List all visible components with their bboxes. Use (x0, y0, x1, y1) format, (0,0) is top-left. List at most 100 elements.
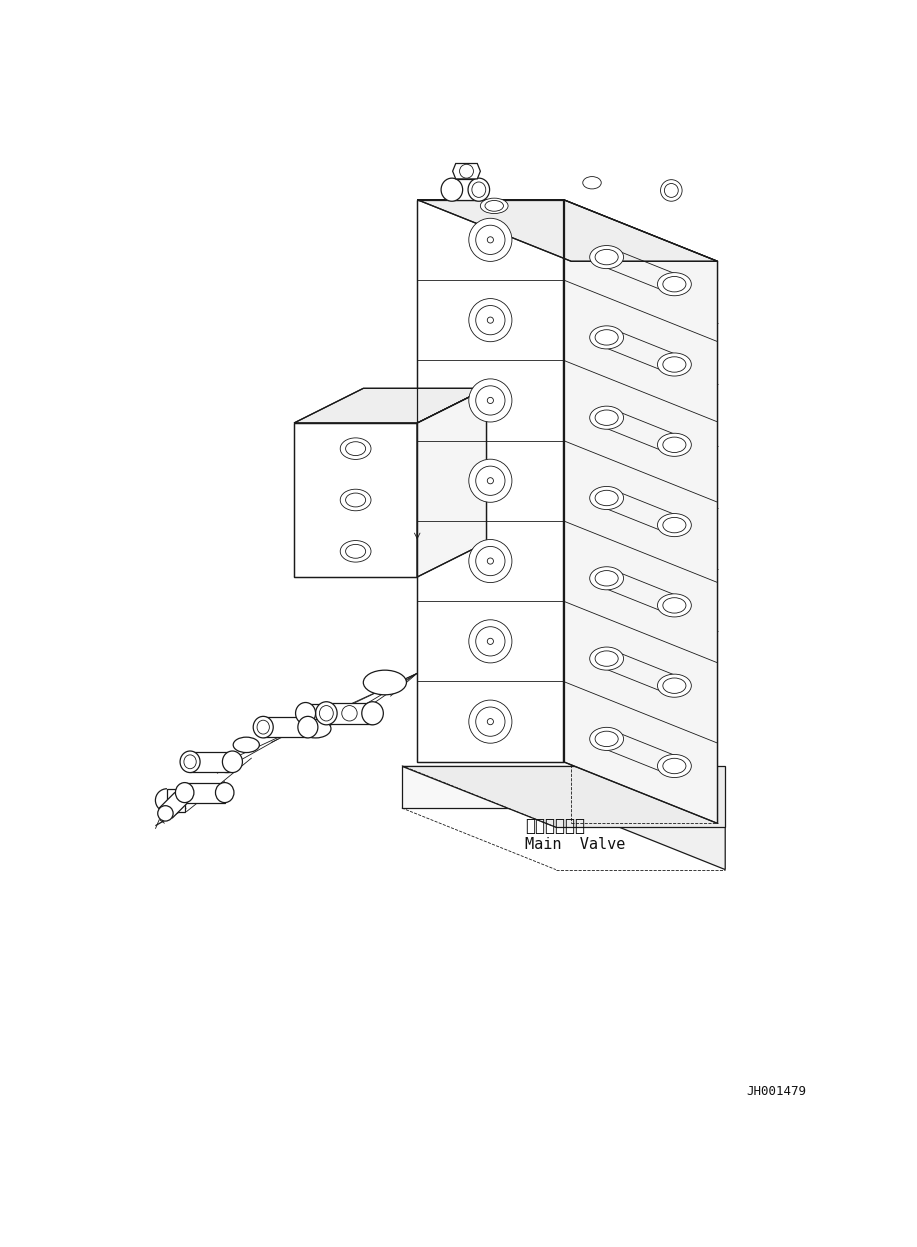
Ellipse shape (476, 707, 505, 736)
Ellipse shape (184, 754, 196, 768)
Ellipse shape (657, 594, 691, 617)
Polygon shape (571, 766, 725, 869)
Ellipse shape (476, 466, 505, 495)
Ellipse shape (660, 180, 682, 201)
Ellipse shape (298, 716, 318, 738)
Ellipse shape (295, 702, 315, 725)
Polygon shape (190, 752, 232, 772)
Polygon shape (184, 783, 225, 803)
Ellipse shape (346, 545, 366, 559)
Ellipse shape (590, 727, 624, 751)
Polygon shape (453, 163, 481, 178)
Ellipse shape (583, 177, 602, 188)
Ellipse shape (487, 317, 493, 323)
Ellipse shape (223, 751, 242, 773)
Polygon shape (294, 423, 417, 577)
Ellipse shape (476, 627, 505, 656)
Polygon shape (160, 793, 188, 818)
Ellipse shape (362, 702, 383, 725)
Ellipse shape (340, 540, 371, 562)
Ellipse shape (175, 783, 193, 803)
Ellipse shape (481, 198, 508, 213)
Ellipse shape (340, 438, 371, 459)
Ellipse shape (657, 273, 691, 296)
Ellipse shape (487, 478, 493, 484)
Ellipse shape (657, 514, 691, 536)
Ellipse shape (665, 183, 679, 197)
Ellipse shape (595, 329, 618, 345)
Ellipse shape (663, 518, 686, 532)
Polygon shape (326, 702, 372, 725)
Polygon shape (564, 200, 717, 823)
Polygon shape (417, 200, 717, 262)
Ellipse shape (469, 298, 512, 342)
Ellipse shape (469, 700, 512, 743)
Ellipse shape (476, 546, 505, 576)
Ellipse shape (590, 407, 624, 429)
Ellipse shape (216, 758, 238, 773)
Ellipse shape (663, 597, 686, 614)
Ellipse shape (487, 718, 493, 725)
Ellipse shape (476, 226, 505, 254)
Ellipse shape (363, 670, 406, 695)
Ellipse shape (487, 398, 493, 404)
Ellipse shape (459, 165, 473, 178)
Ellipse shape (319, 706, 333, 721)
Ellipse shape (657, 675, 691, 697)
Ellipse shape (487, 557, 493, 564)
Ellipse shape (663, 678, 686, 693)
Ellipse shape (590, 566, 624, 590)
Ellipse shape (476, 385, 505, 415)
Ellipse shape (469, 620, 512, 663)
Ellipse shape (158, 806, 173, 821)
Ellipse shape (595, 490, 618, 506)
Polygon shape (167, 789, 184, 812)
Ellipse shape (346, 493, 366, 508)
Ellipse shape (468, 178, 490, 201)
Polygon shape (263, 717, 308, 737)
Ellipse shape (663, 277, 686, 292)
Ellipse shape (657, 433, 691, 456)
Ellipse shape (346, 441, 366, 455)
Polygon shape (305, 705, 326, 722)
Ellipse shape (469, 218, 512, 262)
Text: メインバルブ: メインバルブ (525, 817, 585, 834)
Ellipse shape (487, 638, 493, 645)
Ellipse shape (663, 357, 686, 372)
Ellipse shape (657, 754, 691, 778)
Ellipse shape (253, 716, 273, 738)
Ellipse shape (595, 731, 618, 747)
Ellipse shape (469, 379, 512, 421)
Polygon shape (417, 388, 487, 577)
Ellipse shape (595, 410, 618, 425)
Ellipse shape (340, 489, 371, 511)
Ellipse shape (441, 178, 463, 201)
Ellipse shape (590, 246, 624, 268)
Polygon shape (417, 200, 564, 762)
Ellipse shape (595, 571, 618, 586)
Ellipse shape (590, 486, 624, 510)
Ellipse shape (472, 182, 486, 197)
Ellipse shape (315, 702, 337, 725)
Ellipse shape (663, 438, 686, 453)
Ellipse shape (595, 651, 618, 666)
Ellipse shape (663, 758, 686, 773)
Polygon shape (294, 388, 487, 423)
Text: Main  Valve: Main Valve (525, 837, 625, 852)
Ellipse shape (657, 353, 691, 377)
Ellipse shape (595, 249, 618, 264)
Polygon shape (402, 766, 725, 827)
Ellipse shape (233, 737, 260, 752)
Ellipse shape (215, 783, 234, 803)
Polygon shape (402, 766, 571, 808)
Polygon shape (452, 178, 479, 200)
Ellipse shape (300, 720, 331, 738)
Ellipse shape (476, 306, 505, 334)
Ellipse shape (487, 237, 493, 243)
Ellipse shape (257, 721, 270, 734)
Ellipse shape (180, 751, 200, 773)
Ellipse shape (469, 540, 512, 582)
Ellipse shape (590, 325, 624, 349)
Ellipse shape (342, 706, 357, 721)
Text: JH001479: JH001479 (746, 1085, 806, 1099)
